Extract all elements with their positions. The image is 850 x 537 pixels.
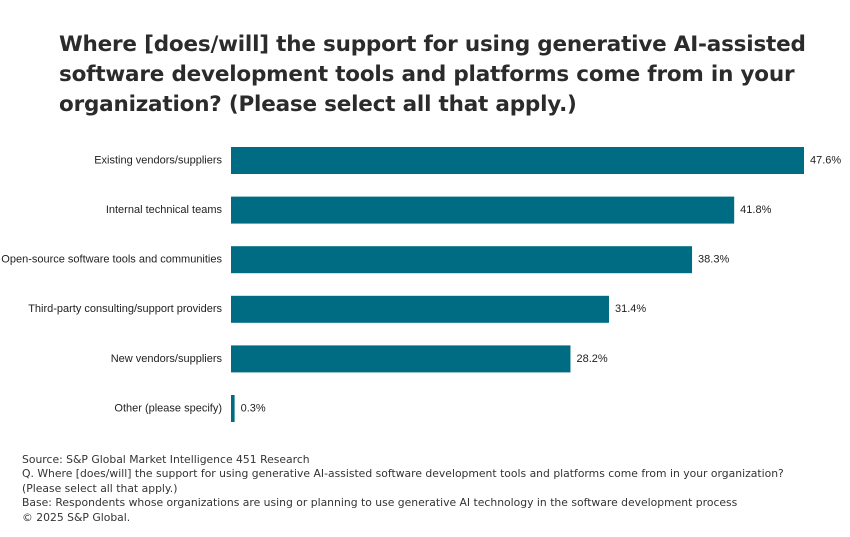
bar — [231, 147, 804, 174]
chart-title: Where [does/will] the support for using … — [59, 32, 806, 117]
base-note: Base: Respondents whose organizations ar… — [22, 496, 738, 510]
value-label: 47.6% — [810, 154, 841, 166]
value-label: 28.2% — [576, 353, 607, 365]
chart-footer: Source: S&P Global Market Intelligence 4… — [22, 453, 842, 525]
question-note-continued: (Please select all that apply.) — [22, 481, 178, 495]
value-label: 41.8% — [740, 204, 771, 216]
value-label: 38.3% — [698, 254, 729, 266]
bar — [231, 246, 693, 274]
category-label: Existing vendors/suppliers — [94, 154, 222, 166]
bar — [231, 395, 235, 422]
bar — [231, 295, 609, 323]
category-label: Other (please specify) — [114, 402, 222, 414]
bar — [231, 345, 571, 373]
bar-chart: Existing vendors/suppliers 47.6% Internal … — [1, 147, 841, 422]
category-label: New vendors/suppliers — [111, 353, 223, 365]
value-label: 31.4% — [615, 303, 646, 315]
category-label: Third-party consulting/support providers — [28, 303, 222, 315]
bar — [231, 196, 735, 224]
category-label: Open-source software tools and communiti… — [1, 254, 222, 266]
source-note: Source: S&P Global Market Intelligence 4… — [22, 453, 310, 466]
question-note: Q. Where [does/will] the support for usi… — [22, 467, 784, 481]
category-label: Internal technical teams — [106, 204, 223, 216]
copyright-note: © 2025 S&P Global. — [22, 510, 131, 524]
value-label: 0.3% — [241, 402, 266, 414]
